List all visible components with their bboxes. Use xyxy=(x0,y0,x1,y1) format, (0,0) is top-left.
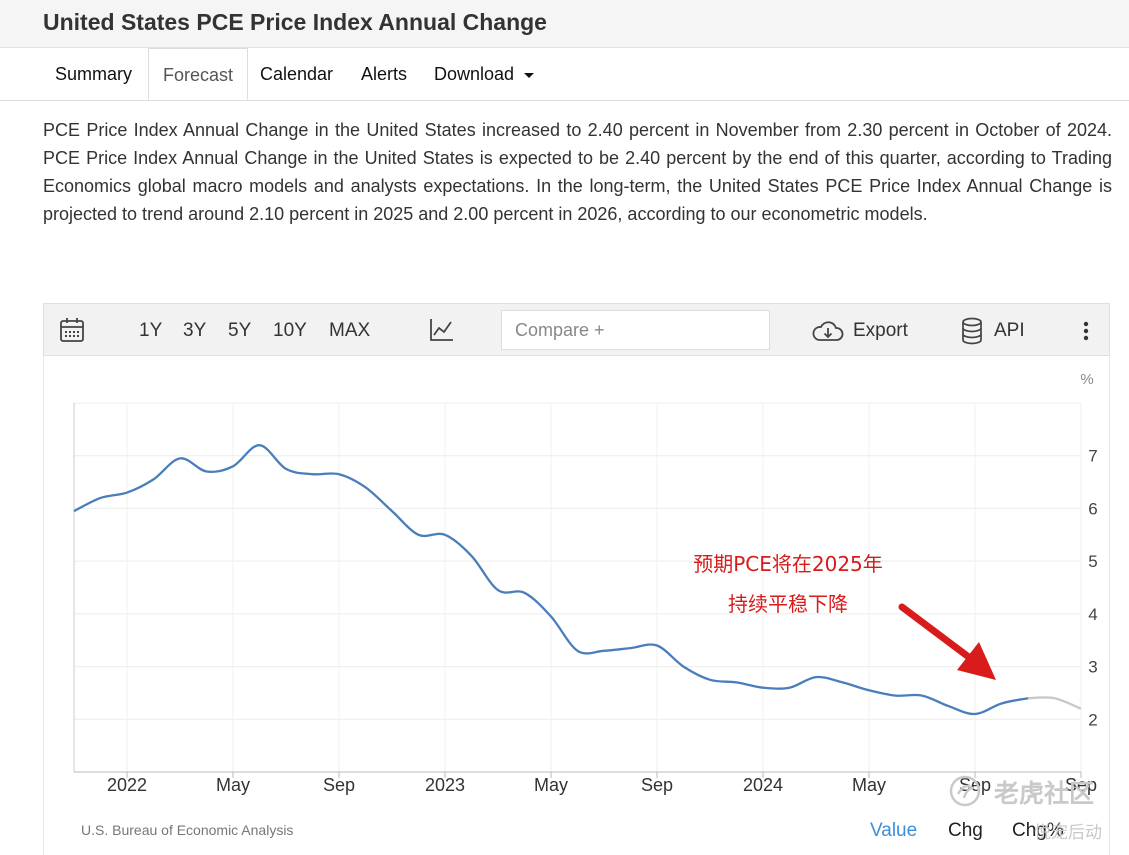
calendar-icon[interactable] xyxy=(59,304,85,357)
chgpct-button[interactable]: Chg% xyxy=(1012,820,1064,841)
compare-input[interactable] xyxy=(501,310,770,350)
tab-bar: Summary Forecast Calendar Alerts Downloa… xyxy=(0,48,1129,101)
range-1y-button[interactable]: 1Y xyxy=(139,320,163,341)
watermark-line-2: 悦宠后动 xyxy=(1034,823,1102,843)
line-chart-icon[interactable] xyxy=(429,304,455,357)
source-label: U.S. Bureau of Economic Analysis xyxy=(81,822,294,838)
database-icon xyxy=(962,317,982,345)
range-3y-button[interactable]: 3Y xyxy=(183,320,207,341)
chart-toolbar: 1Y 3Y 5Y 10Y MAX Export API xyxy=(43,303,1110,356)
cloud-download-icon xyxy=(812,321,844,341)
chart-frame xyxy=(43,356,1110,855)
tiger-logo-icon xyxy=(949,775,981,807)
tab-alerts[interactable]: Alerts xyxy=(361,64,408,84)
chevron-down-icon xyxy=(524,72,535,78)
tab-download[interactable]: Download xyxy=(434,48,535,100)
tab-forecast[interactable]: Forecast xyxy=(148,48,248,100)
range-max-button[interactable]: MAX xyxy=(329,320,371,341)
title-bar: United States PCE Price Index Annual Cha… xyxy=(0,0,1129,48)
page-title: United States PCE Price Index Annual Cha… xyxy=(43,9,547,35)
tab-calendar[interactable]: Calendar xyxy=(260,64,334,84)
vertical-dots-icon[interactable] xyxy=(1080,304,1092,357)
value-button[interactable]: Value xyxy=(870,820,918,841)
export-label: Export xyxy=(853,320,908,341)
tab-summary[interactable]: Summary xyxy=(55,64,133,84)
api-label: API xyxy=(994,320,1025,341)
range-5y-button[interactable]: 5Y xyxy=(228,320,252,341)
tab-download-label: Download xyxy=(434,64,515,84)
export-button[interactable]: Export xyxy=(811,304,908,357)
api-button[interactable]: API xyxy=(960,304,1025,357)
watermark-line-1: 老虎社区 xyxy=(994,779,1095,808)
description-text: PCE Price Index Annual Change in the Uni… xyxy=(43,120,1112,224)
chg-button[interactable]: Chg xyxy=(948,820,983,841)
range-10y-button[interactable]: 10Y xyxy=(273,320,307,341)
